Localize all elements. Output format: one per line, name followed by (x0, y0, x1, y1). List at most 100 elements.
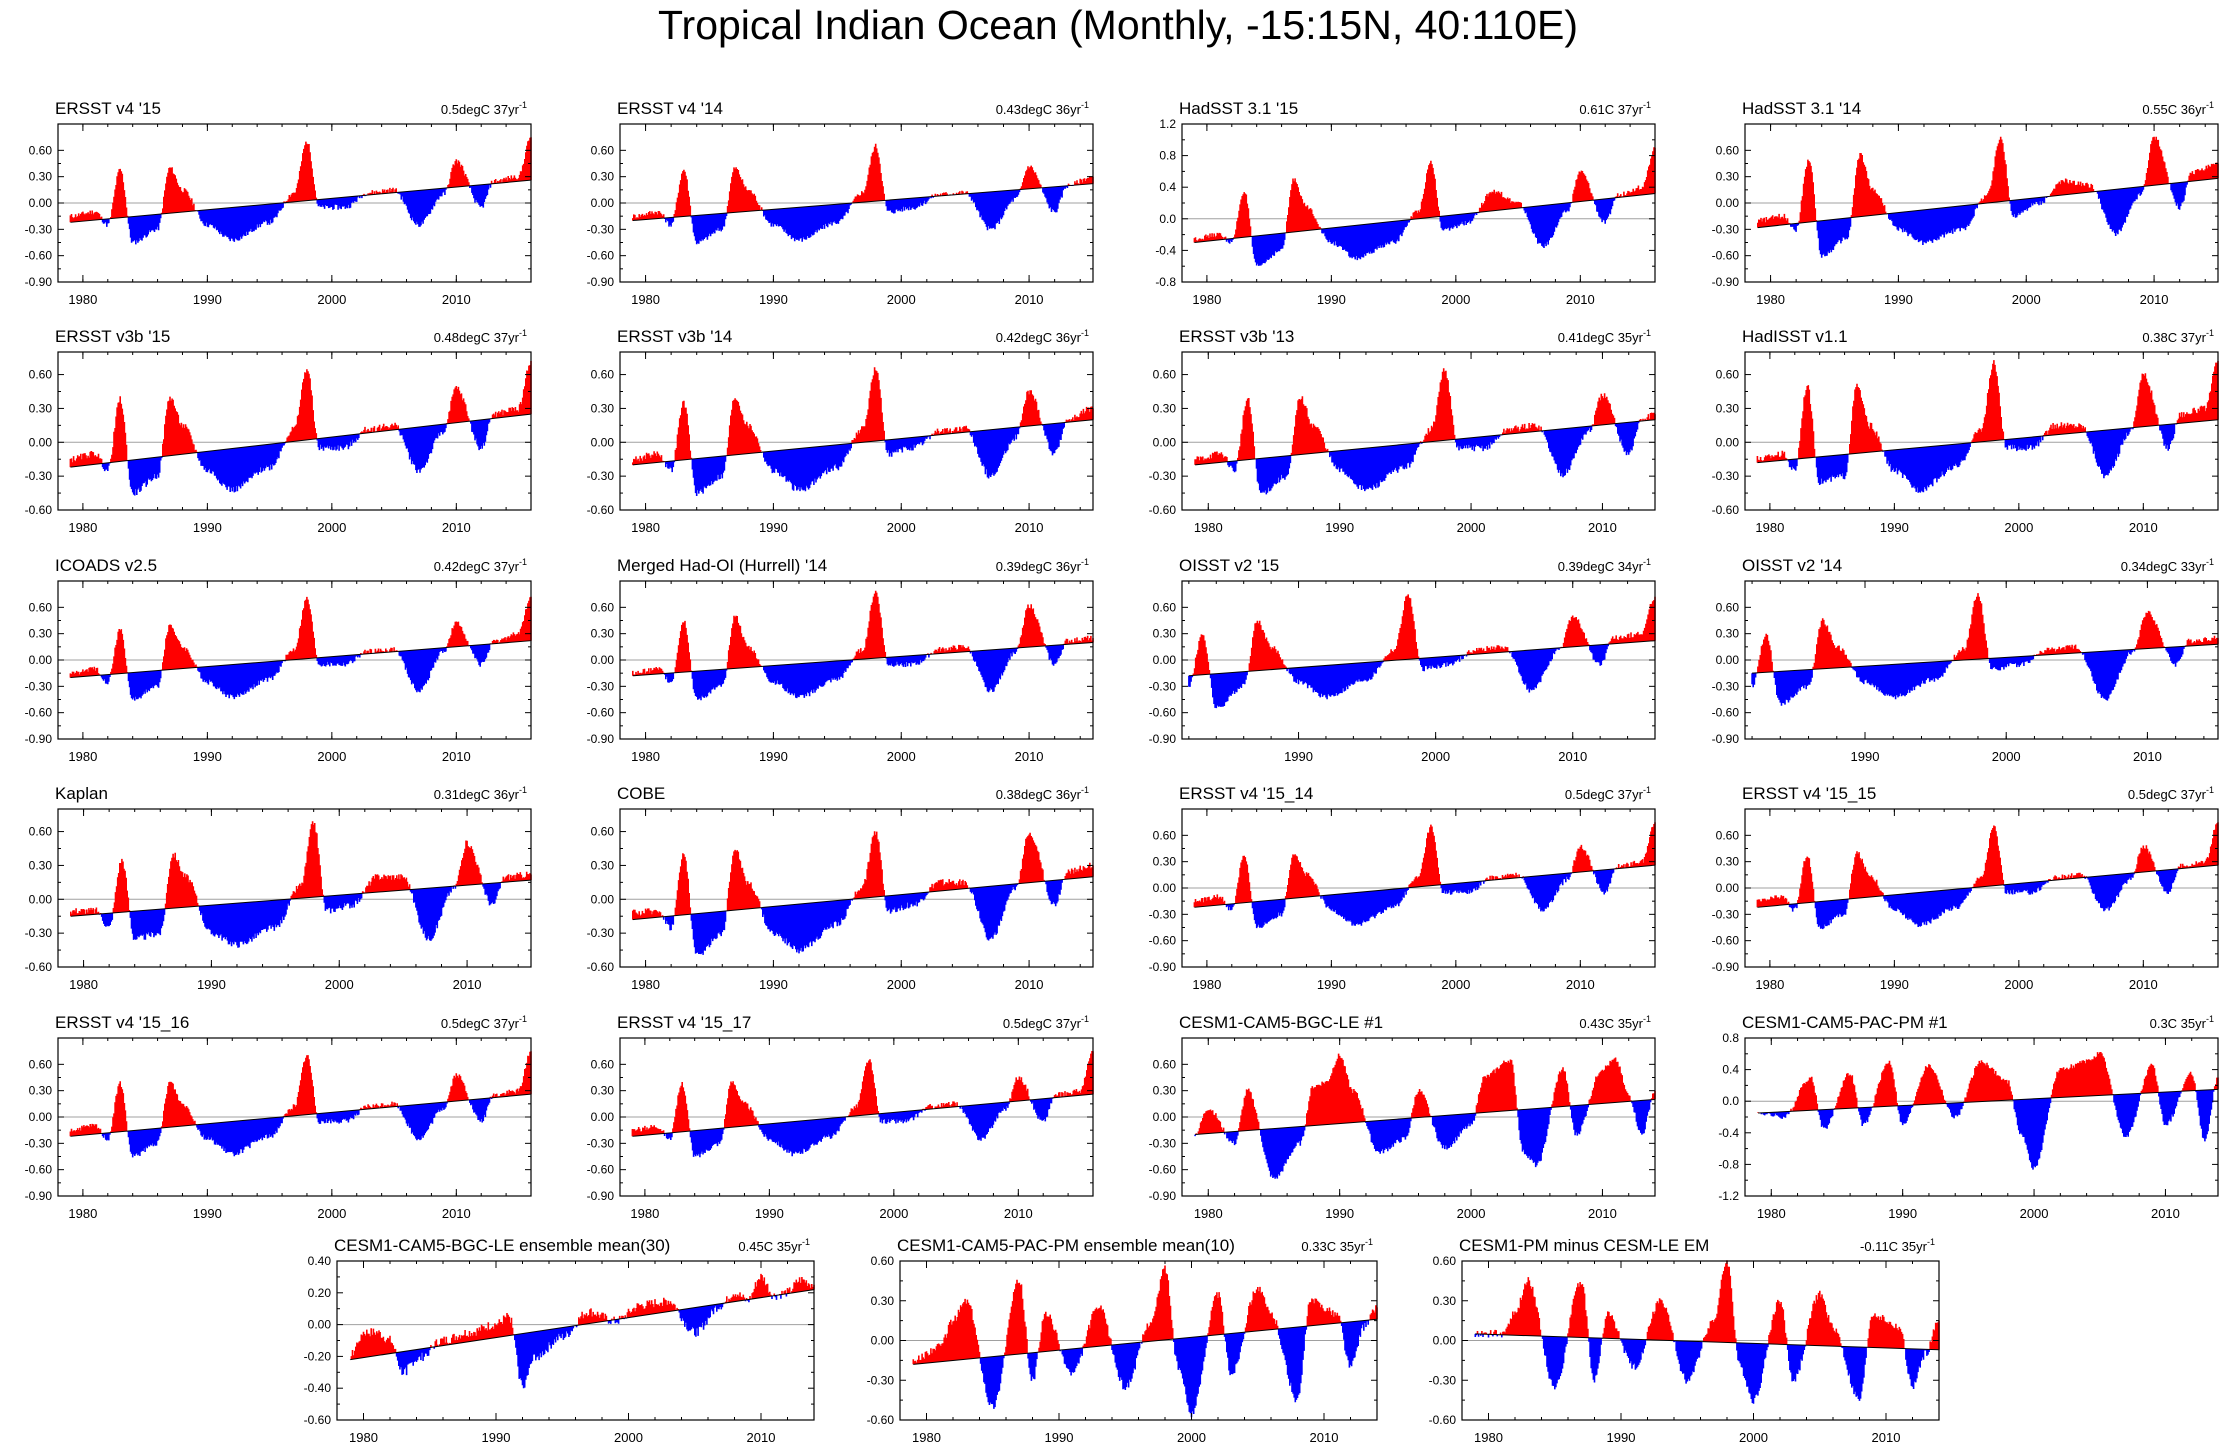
y-tick-label: 0.30 (1153, 1084, 1177, 1098)
y-tick-label: 0.00 (29, 435, 53, 449)
x-tick-label: 1980 (68, 1206, 97, 1221)
y-tick-label: 0.00 (29, 1110, 53, 1124)
x-tick-label: 1980 (1192, 977, 1221, 992)
x-tick-label: 1980 (912, 1430, 941, 1445)
x-tick-label: 2010 (442, 292, 471, 307)
x-tick-label: 2010 (442, 520, 471, 535)
chart-panel: 0.60 0.30 0.00 -0.30 -0.60 1980 1990 2000 2010 ER… (25, 327, 532, 535)
trend-line (913, 1318, 1378, 1365)
negative-anomaly-bars (101, 1097, 493, 1158)
negative-anomaly-bars (1188, 644, 1609, 709)
y-tick-label: -0.90 (1712, 275, 1740, 289)
x-tick-label: 1990 (1851, 749, 1880, 764)
x-tick-label: 2000 (1739, 1430, 1768, 1445)
y-tick-label: -0.30 (587, 469, 615, 483)
y-tick-label: 0.30 (1716, 627, 1740, 641)
trend-label-exponent: -1 (2206, 557, 2214, 567)
y-tick-label: 0.60 (1716, 600, 1740, 614)
x-tick-label: 2010 (1566, 977, 1595, 992)
y-tick-label: 0.30 (1153, 855, 1177, 869)
y-tick-label: -0.60 (1149, 1163, 1177, 1177)
trend-label: 0.5degC 37yr-1 (441, 100, 527, 117)
y-tick-label: -0.30 (1429, 1373, 1457, 1387)
trend-label: 0.42degC 37yr-1 (434, 557, 527, 574)
trend-label-exponent: -1 (2206, 1014, 2214, 1024)
x-tick-label: 2010 (1015, 520, 1044, 535)
x-tick-label: 2000 (1457, 1206, 1486, 1221)
y-tick-label: -0.60 (1429, 1413, 1457, 1427)
y-tick-label: -0.90 (1149, 732, 1177, 746)
trend-line (70, 179, 532, 223)
panel-title: OISST v2 '14 (1742, 556, 1842, 575)
trend-label-exponent: -1 (2206, 785, 2214, 795)
plot-frame (1181, 123, 1656, 283)
x-tick-label: 1980 (1755, 977, 1784, 992)
x-tick-label: 2010 (1004, 1206, 1033, 1221)
y-tick-label: 0.60 (871, 1254, 895, 1268)
x-tick-label: 1990 (1325, 520, 1354, 535)
panel-title: ERSST v4 '15_16 (55, 1013, 189, 1032)
x-tick-label: 1990 (193, 1206, 222, 1221)
positive-anomaly-bars (69, 1051, 532, 1137)
y-tick-label: 0.60 (1716, 828, 1740, 842)
chart-panel: 1.2 0.8 0.4 0.0 -0.4 -0.8 1980 1990 2000 2010 HadS… (1155, 99, 1656, 307)
trend-label-exponent: -1 (1643, 328, 1651, 338)
y-tick-label: 0.00 (29, 196, 53, 210)
y-tick-label: -0.60 (1149, 503, 1177, 517)
y-tick-label: -0.90 (587, 1189, 615, 1203)
x-tick-label: 2010 (1588, 520, 1617, 535)
y-tick-label: 0.30 (29, 858, 53, 872)
y-tick-label: 1.2 (1159, 117, 1176, 131)
x-tick-label: 2010 (2151, 1206, 2180, 1221)
x-tick-label: 2000 (2004, 520, 2033, 535)
x-tick-label: 1980 (631, 520, 660, 535)
chart-panel: 0.60 0.30 0.00 -0.30 -0.60 1980 1990 2000 2010 Ka… (25, 784, 532, 992)
x-tick-label: 1990 (1888, 1206, 1917, 1221)
positive-anomaly-bars (70, 821, 532, 917)
y-tick-label: 0.20 (308, 1286, 332, 1300)
trend-label: -0.11C 35yr-1 (1860, 1237, 1935, 1254)
y-tick-label: 0.60 (1153, 828, 1177, 842)
trend-label-exponent: -1 (2206, 328, 2214, 338)
trend-line (1757, 177, 2219, 229)
x-tick-label: 2010 (2140, 292, 2169, 307)
trend-label: 0.5degC 37yr-1 (1565, 785, 1651, 802)
plot-frame (1744, 351, 2219, 511)
y-tick-label: -0.60 (867, 1413, 895, 1427)
y-tick-label: -0.40 (304, 1381, 332, 1395)
x-tick-label: 2010 (1558, 749, 1587, 764)
x-tick-label: 2010 (1310, 1430, 1339, 1445)
y-tick-label: 0.60 (591, 368, 615, 382)
positive-anomaly-bars (631, 1051, 1094, 1137)
y-tick-label: -0.60 (1149, 706, 1177, 720)
trend-label: 0.38C 37yr-1 (2142, 328, 2214, 345)
positive-anomaly-bars (1756, 822, 2219, 908)
positive-anomaly-bars (1193, 822, 1656, 908)
x-tick-label: 2000 (2012, 292, 2041, 307)
positive-anomaly-bars (1756, 360, 2219, 463)
negative-anomaly-bars (1760, 1089, 2215, 1170)
y-tick-label: -0.60 (1712, 249, 1740, 263)
y-tick-label: 0.60 (1716, 143, 1740, 157)
x-tick-label: 2010 (1015, 977, 1044, 992)
y-tick-label: 0.00 (1716, 435, 1740, 449)
y-tick-label: -0.60 (1149, 934, 1177, 948)
y-tick-label: 0.30 (29, 627, 53, 641)
x-tick-label: 1990 (197, 977, 226, 992)
positive-anomaly-bars (632, 590, 1094, 676)
y-tick-label: -0.90 (1149, 1189, 1177, 1203)
chart-panel: 0.60 0.30 0.00 -0.30 -0.60 -0.90 1990 2000 2010 O… (1712, 556, 2219, 764)
trend-label: 0.31degC 36yr-1 (434, 785, 527, 802)
y-tick-label: 0.60 (1153, 368, 1177, 382)
y-tick-label: 0.00 (1716, 881, 1740, 895)
x-tick-label: 2010 (1015, 749, 1044, 764)
panel-title: ERSST v3b '13 (1179, 327, 1294, 346)
x-tick-label: 2000 (887, 292, 916, 307)
y-tick-label: -0.60 (25, 503, 53, 517)
trend-line (350, 1289, 815, 1361)
trend-label: 0.48degC 37yr-1 (434, 328, 527, 345)
trend-label: 0.39degC 34yr-1 (1558, 557, 1651, 574)
y-tick-label: 0.00 (1153, 653, 1177, 667)
y-tick-label: 0.8 (1159, 149, 1176, 163)
negative-anomaly-bars (1787, 423, 2178, 493)
